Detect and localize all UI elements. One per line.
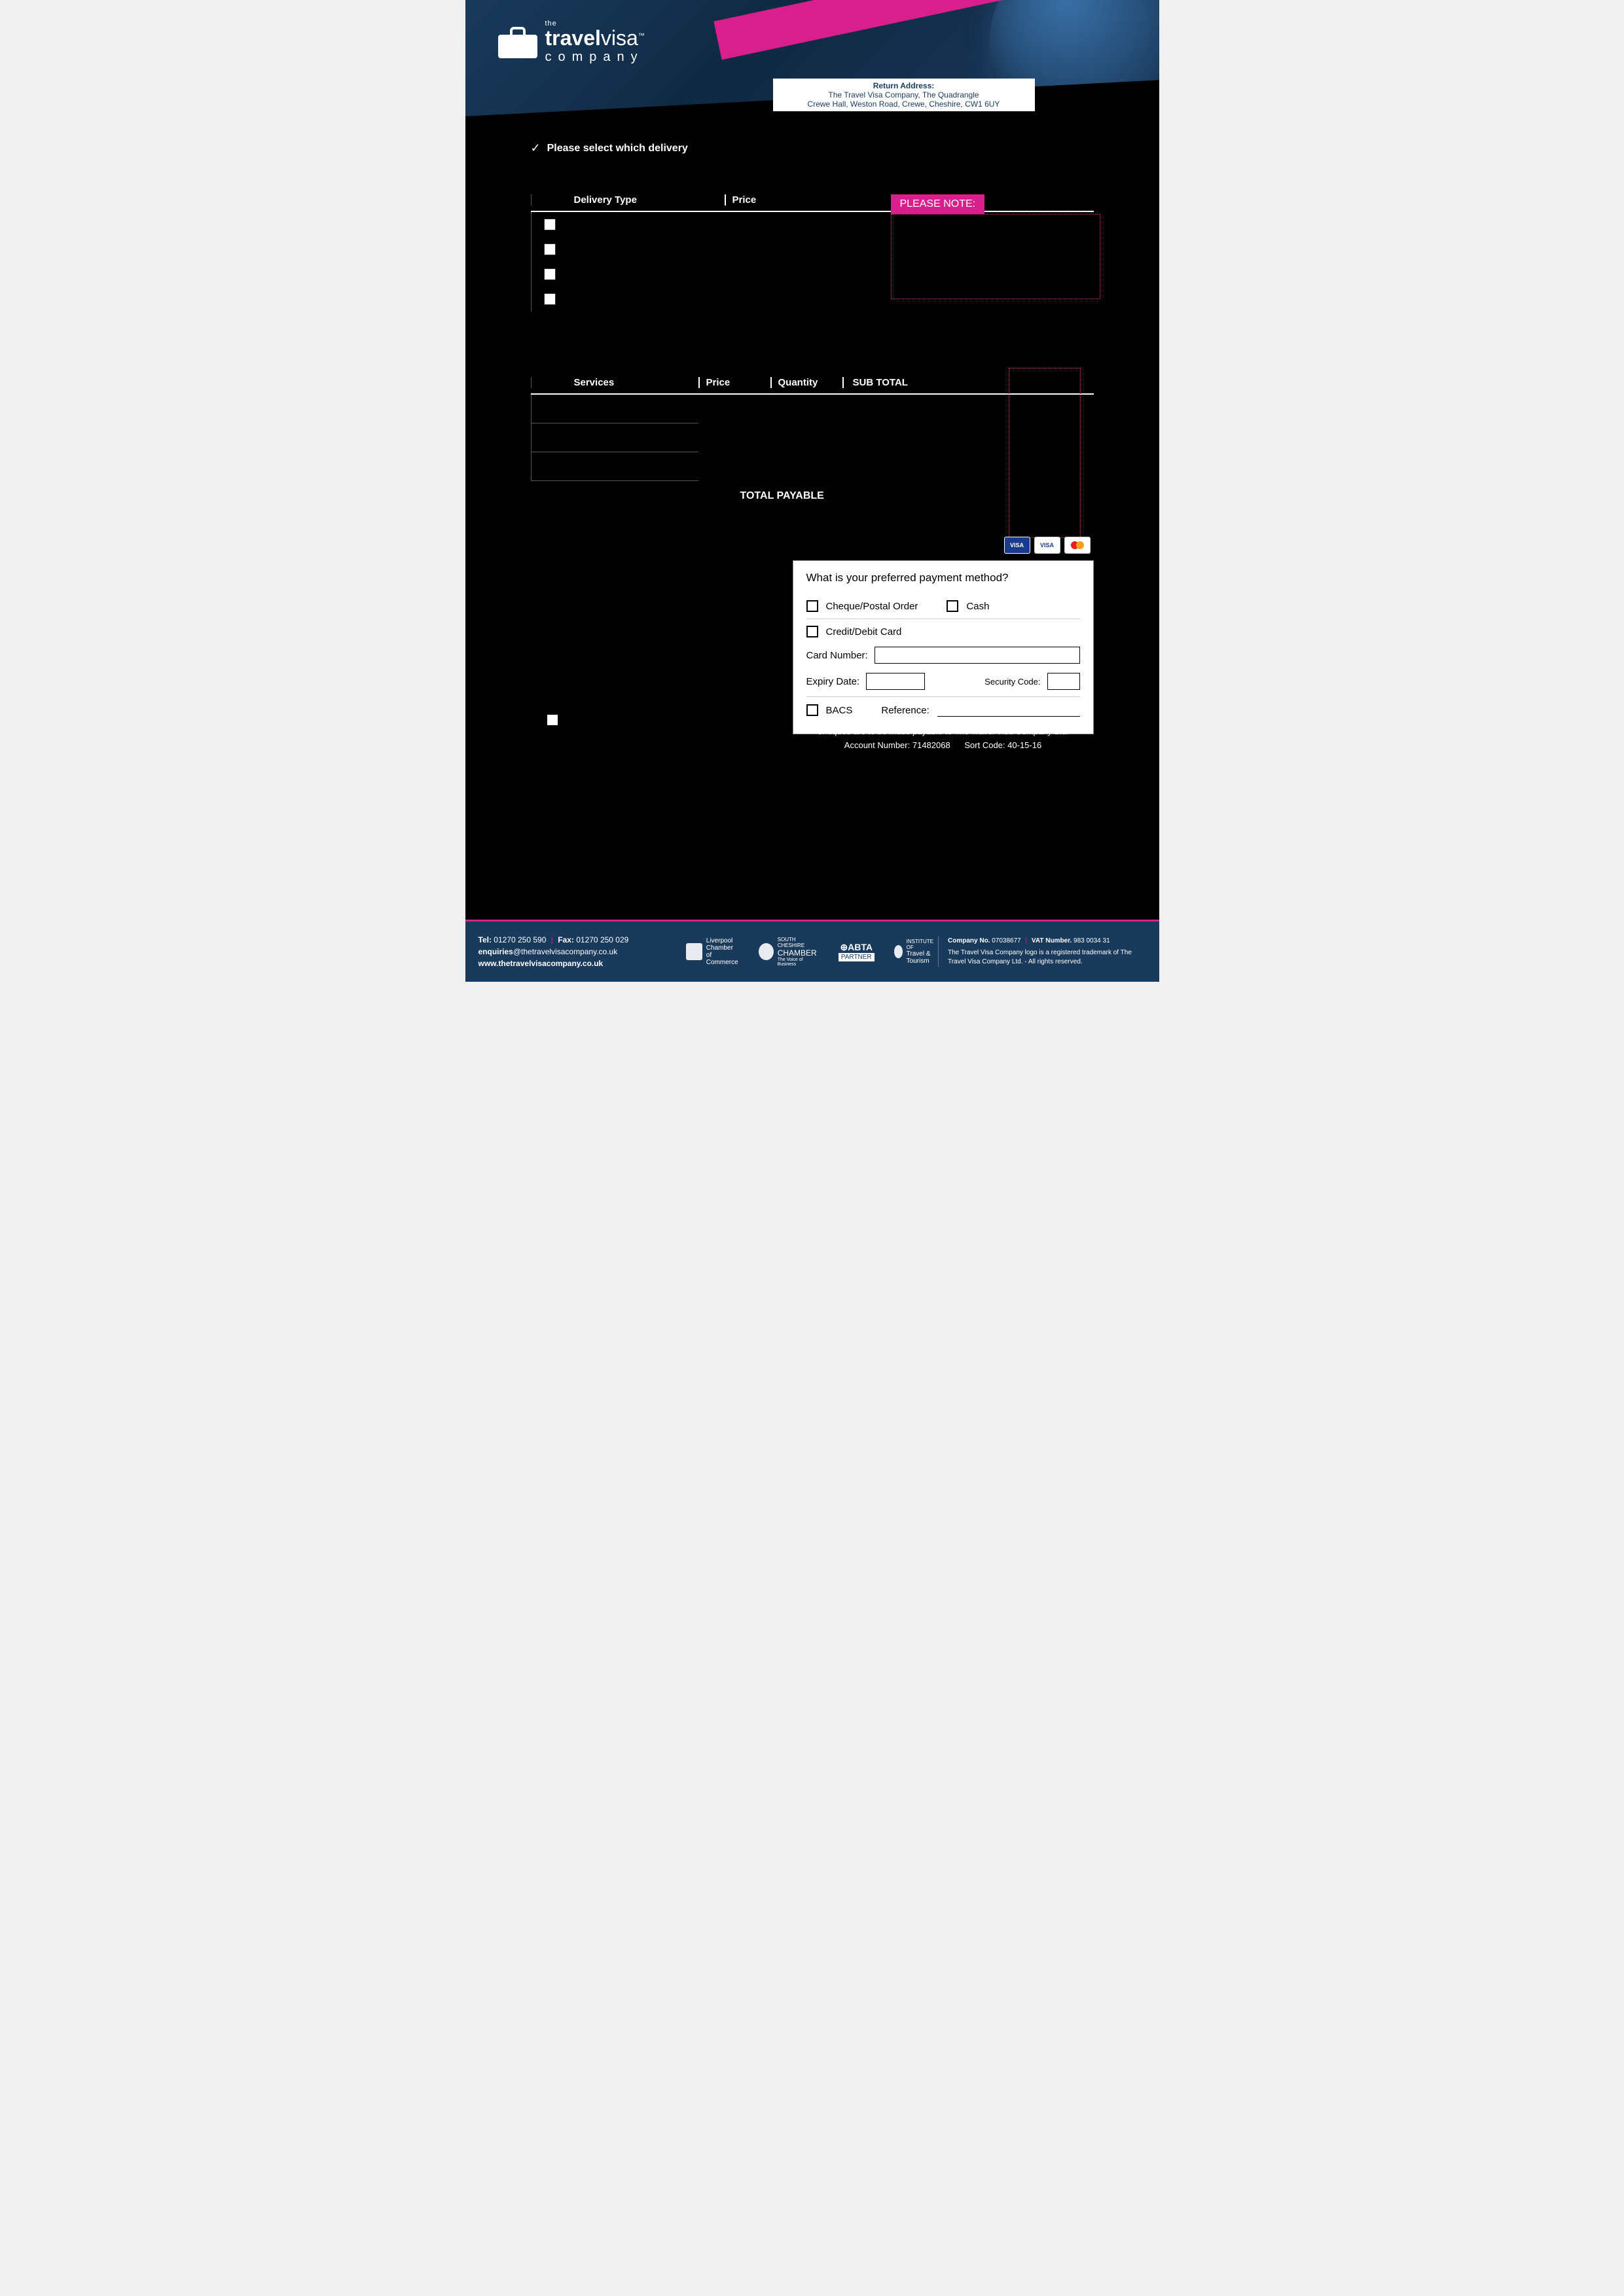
south-cheshire-chamber-logo: SOUTH CHESHIRECHAMBERThe Voice of Busine… xyxy=(759,937,819,967)
reference-label: Reference: xyxy=(881,705,929,716)
delivery-table: Delivery Type Price PLEASE NOTE: xyxy=(531,194,1094,312)
service-row xyxy=(531,395,698,423)
logo-text: the travelvisa™ company xyxy=(545,20,645,65)
payment-row-cheque-cash: Cheque/Postal Order Cash xyxy=(806,594,1080,619)
col-services: Services xyxy=(568,377,698,388)
institute-icon xyxy=(894,945,903,958)
liverpool-chamber-logo: LiverpoolChamber ofCommerce xyxy=(686,937,739,966)
col-delivery-price: Price xyxy=(725,194,790,206)
account-number-label: Account Number: xyxy=(844,740,910,750)
delivery-section-header: ✓ Please select which delivery xyxy=(531,141,1094,155)
logo-sub: company xyxy=(545,50,645,65)
suitcase-icon xyxy=(498,27,537,58)
logo: the travelvisa™ company xyxy=(498,20,645,65)
sort-code-label: Sort Code: xyxy=(964,740,1005,750)
page: the travelvisa™ company Return Address: … xyxy=(465,0,1159,982)
delivery-checkbox[interactable] xyxy=(544,243,556,255)
please-note-body xyxy=(891,214,1100,299)
globe-graphic xyxy=(989,0,1159,137)
trademark-notice: The Travel Visa Company logo is a regist… xyxy=(948,948,1146,967)
card-label: Credit/Debit Card xyxy=(826,626,902,637)
visa-icon: VISA xyxy=(1004,537,1030,554)
footer: Tel: 01270 250 590 | Fax: 01270 250 029 … xyxy=(465,920,1159,982)
delivery-section-title: Please select which delivery xyxy=(547,143,688,154)
col-subtotal: SUB TOTAL xyxy=(842,377,928,388)
col-delivery-type: Delivery Type xyxy=(568,194,725,206)
expiry-label: Expiry Date: xyxy=(806,676,860,687)
return-address-title: Return Address: xyxy=(773,81,1035,90)
please-note-box: PLEASE NOTE: xyxy=(891,194,1100,299)
expiry-input[interactable] xyxy=(866,673,925,690)
footer-partner-logos: LiverpoolChamber ofCommerce SOUTH CHESHI… xyxy=(686,937,938,967)
sort-code-value: 40-15-16 xyxy=(1007,740,1041,750)
security-label: Security Code: xyxy=(984,677,1040,687)
chamber-icon xyxy=(686,943,702,960)
cash-label: Cash xyxy=(966,601,989,612)
card-checkbox[interactable] xyxy=(806,626,818,637)
content: ✓ Please select which delivery Delivery … xyxy=(465,141,1159,502)
bacs-checkbox[interactable] xyxy=(806,704,818,716)
declaration-checkbox[interactable] xyxy=(547,715,558,725)
cheque-label: Cheque/Postal Order xyxy=(826,601,918,612)
return-address-line1: The Travel Visa Company, The Quadrangle xyxy=(773,90,1035,99)
footer-legal: Company No. 07038677 | VAT Number. 983 0… xyxy=(938,937,1146,967)
security-code-input[interactable] xyxy=(1047,673,1080,690)
return-address-line2: Crewe Hall, Weston Road, Crewe, Cheshire… xyxy=(773,99,1035,109)
payment-row-bacs: BACS Reference: xyxy=(806,697,1080,723)
travel-tourism-logo: INSTITUTE OFTravel & Tourism xyxy=(894,939,938,965)
cash-checkbox[interactable] xyxy=(947,600,958,612)
service-row xyxy=(531,452,698,481)
visa-debit-icon: VISA xyxy=(1034,537,1060,554)
cheque-note: Cheques are to be made payable to The Tr… xyxy=(793,726,1094,750)
delivery-checkbox[interactable] xyxy=(544,293,556,305)
payment-row-card: Credit/Debit Card Card Number: Expiry Da… xyxy=(806,619,1080,697)
abta-partner-logo: ⊕ABTA PARTNER xyxy=(839,942,875,961)
mastercard-icon xyxy=(1064,537,1091,554)
header-banner: the travelvisa™ company Return Address: … xyxy=(465,0,1159,137)
checkmark-icon: ✓ xyxy=(531,141,541,155)
account-number-value: 71482068 xyxy=(912,740,950,750)
card-number-input[interactable] xyxy=(875,647,1080,664)
return-address: Return Address: The Travel Visa Company,… xyxy=(773,79,1035,111)
cheque-checkbox[interactable] xyxy=(806,600,818,612)
reference-input[interactable] xyxy=(937,704,1080,717)
footer-contact: Tel: 01270 250 590 | Fax: 01270 250 029 … xyxy=(478,934,686,969)
payment-card-badges: VISA VISA xyxy=(1004,537,1091,554)
col-price: Price xyxy=(698,377,770,388)
col-quantity: Quantity xyxy=(770,377,842,388)
card-number-label: Card Number: xyxy=(806,650,868,661)
payment-question: What is your preferred payment method? xyxy=(806,571,1080,584)
bacs-label: BACS xyxy=(826,705,853,716)
cheque-note-text: Cheques are to be made payable to The Tr… xyxy=(793,726,1094,736)
please-note-title: PLEASE NOTE: xyxy=(891,194,985,214)
delivery-checkbox[interactable] xyxy=(544,219,556,230)
service-row xyxy=(531,423,698,452)
total-box xyxy=(1009,368,1081,538)
payment-panel: What is your preferred payment method? C… xyxy=(793,560,1094,734)
services-table: Services Price Quantity SUB TOTAL TOTAL … xyxy=(531,377,1094,502)
chamber-icon xyxy=(759,943,774,960)
delivery-checkbox[interactable] xyxy=(544,268,556,280)
